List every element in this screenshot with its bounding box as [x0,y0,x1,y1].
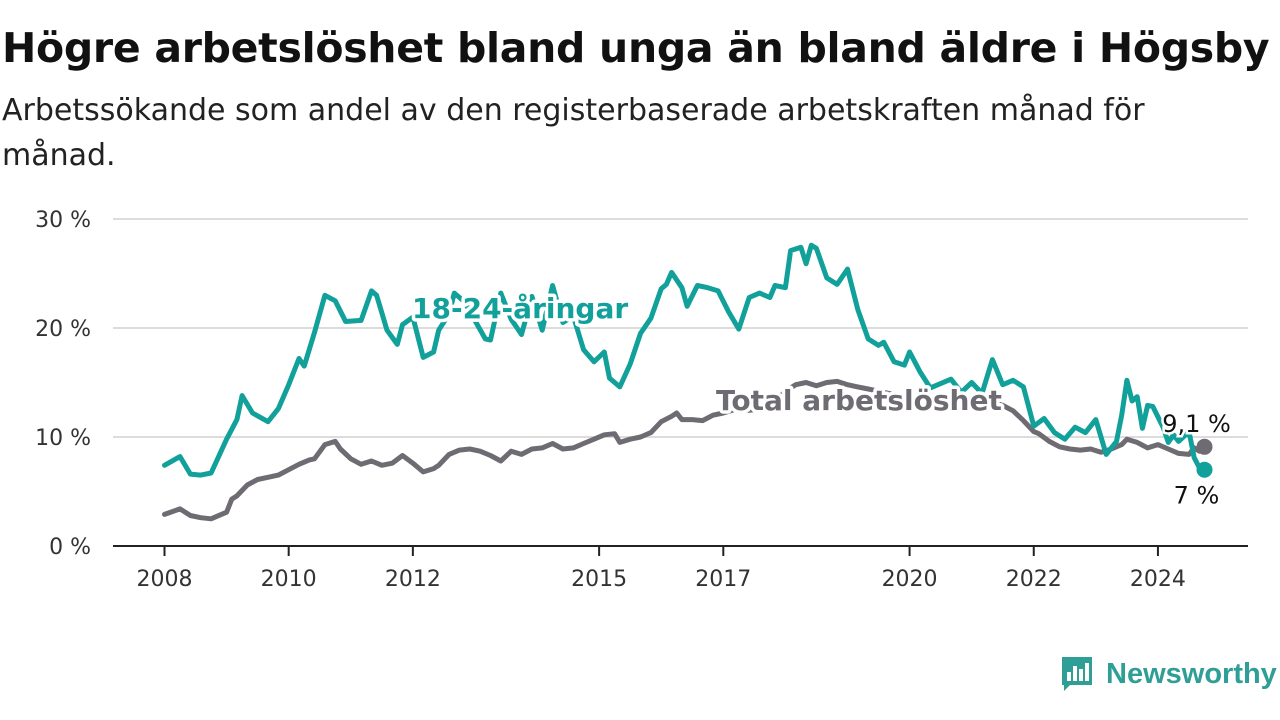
brand-name: Newsworthy [1106,657,1277,690]
x-tick-label: 2022 [1006,567,1062,592]
series-line-unga [162,242,1207,478]
gridlines [113,218,1248,438]
y-axis: 0 % 10 % 20 % 30 % [35,208,91,560]
chart-title: Högre arbetslöshet bland unga än bland ä… [2,24,1270,72]
y-tick-label: 0 % [49,535,91,560]
y-tick-label: 30 % [35,208,91,233]
series-labels: 18-24-åringar Total arbetslöshet 9,1 % 7 % [409,289,1234,513]
x-tick-label: 2024 [1130,567,1186,592]
end-label-unga: 7 % [1174,482,1220,510]
x-tick-label: 2012 [385,567,441,592]
x-tick-label: 2010 [261,567,317,592]
x-tick-label: 2020 [882,567,938,592]
x-axis: 2008 2010 2012 2015 2017 2020 2022 2024 [113,545,1248,592]
series-lines [162,242,1213,522]
end-label-total: 9,1 % [1162,410,1231,438]
series-label-unga: 18-24-åringar [412,292,628,325]
x-tick-label: 2015 [571,567,627,592]
series-label-total: Total arbetslöshet [716,384,1002,417]
x-tick-label: 2017 [695,567,751,592]
chart-subtitle: Arbetssökande som andel av den registerb… [2,93,1145,173]
end-marker-unga [1196,461,1213,478]
y-tick-label: 20 % [35,317,91,342]
newsworthy-logo-icon [1062,657,1092,691]
end-marker-total [1196,438,1213,455]
series-line-total [162,378,1207,522]
newsworthy-brand: Newsworthy [1060,654,1277,694]
y-tick-label: 10 % [35,426,91,451]
x-tick-label: 2008 [137,567,193,592]
